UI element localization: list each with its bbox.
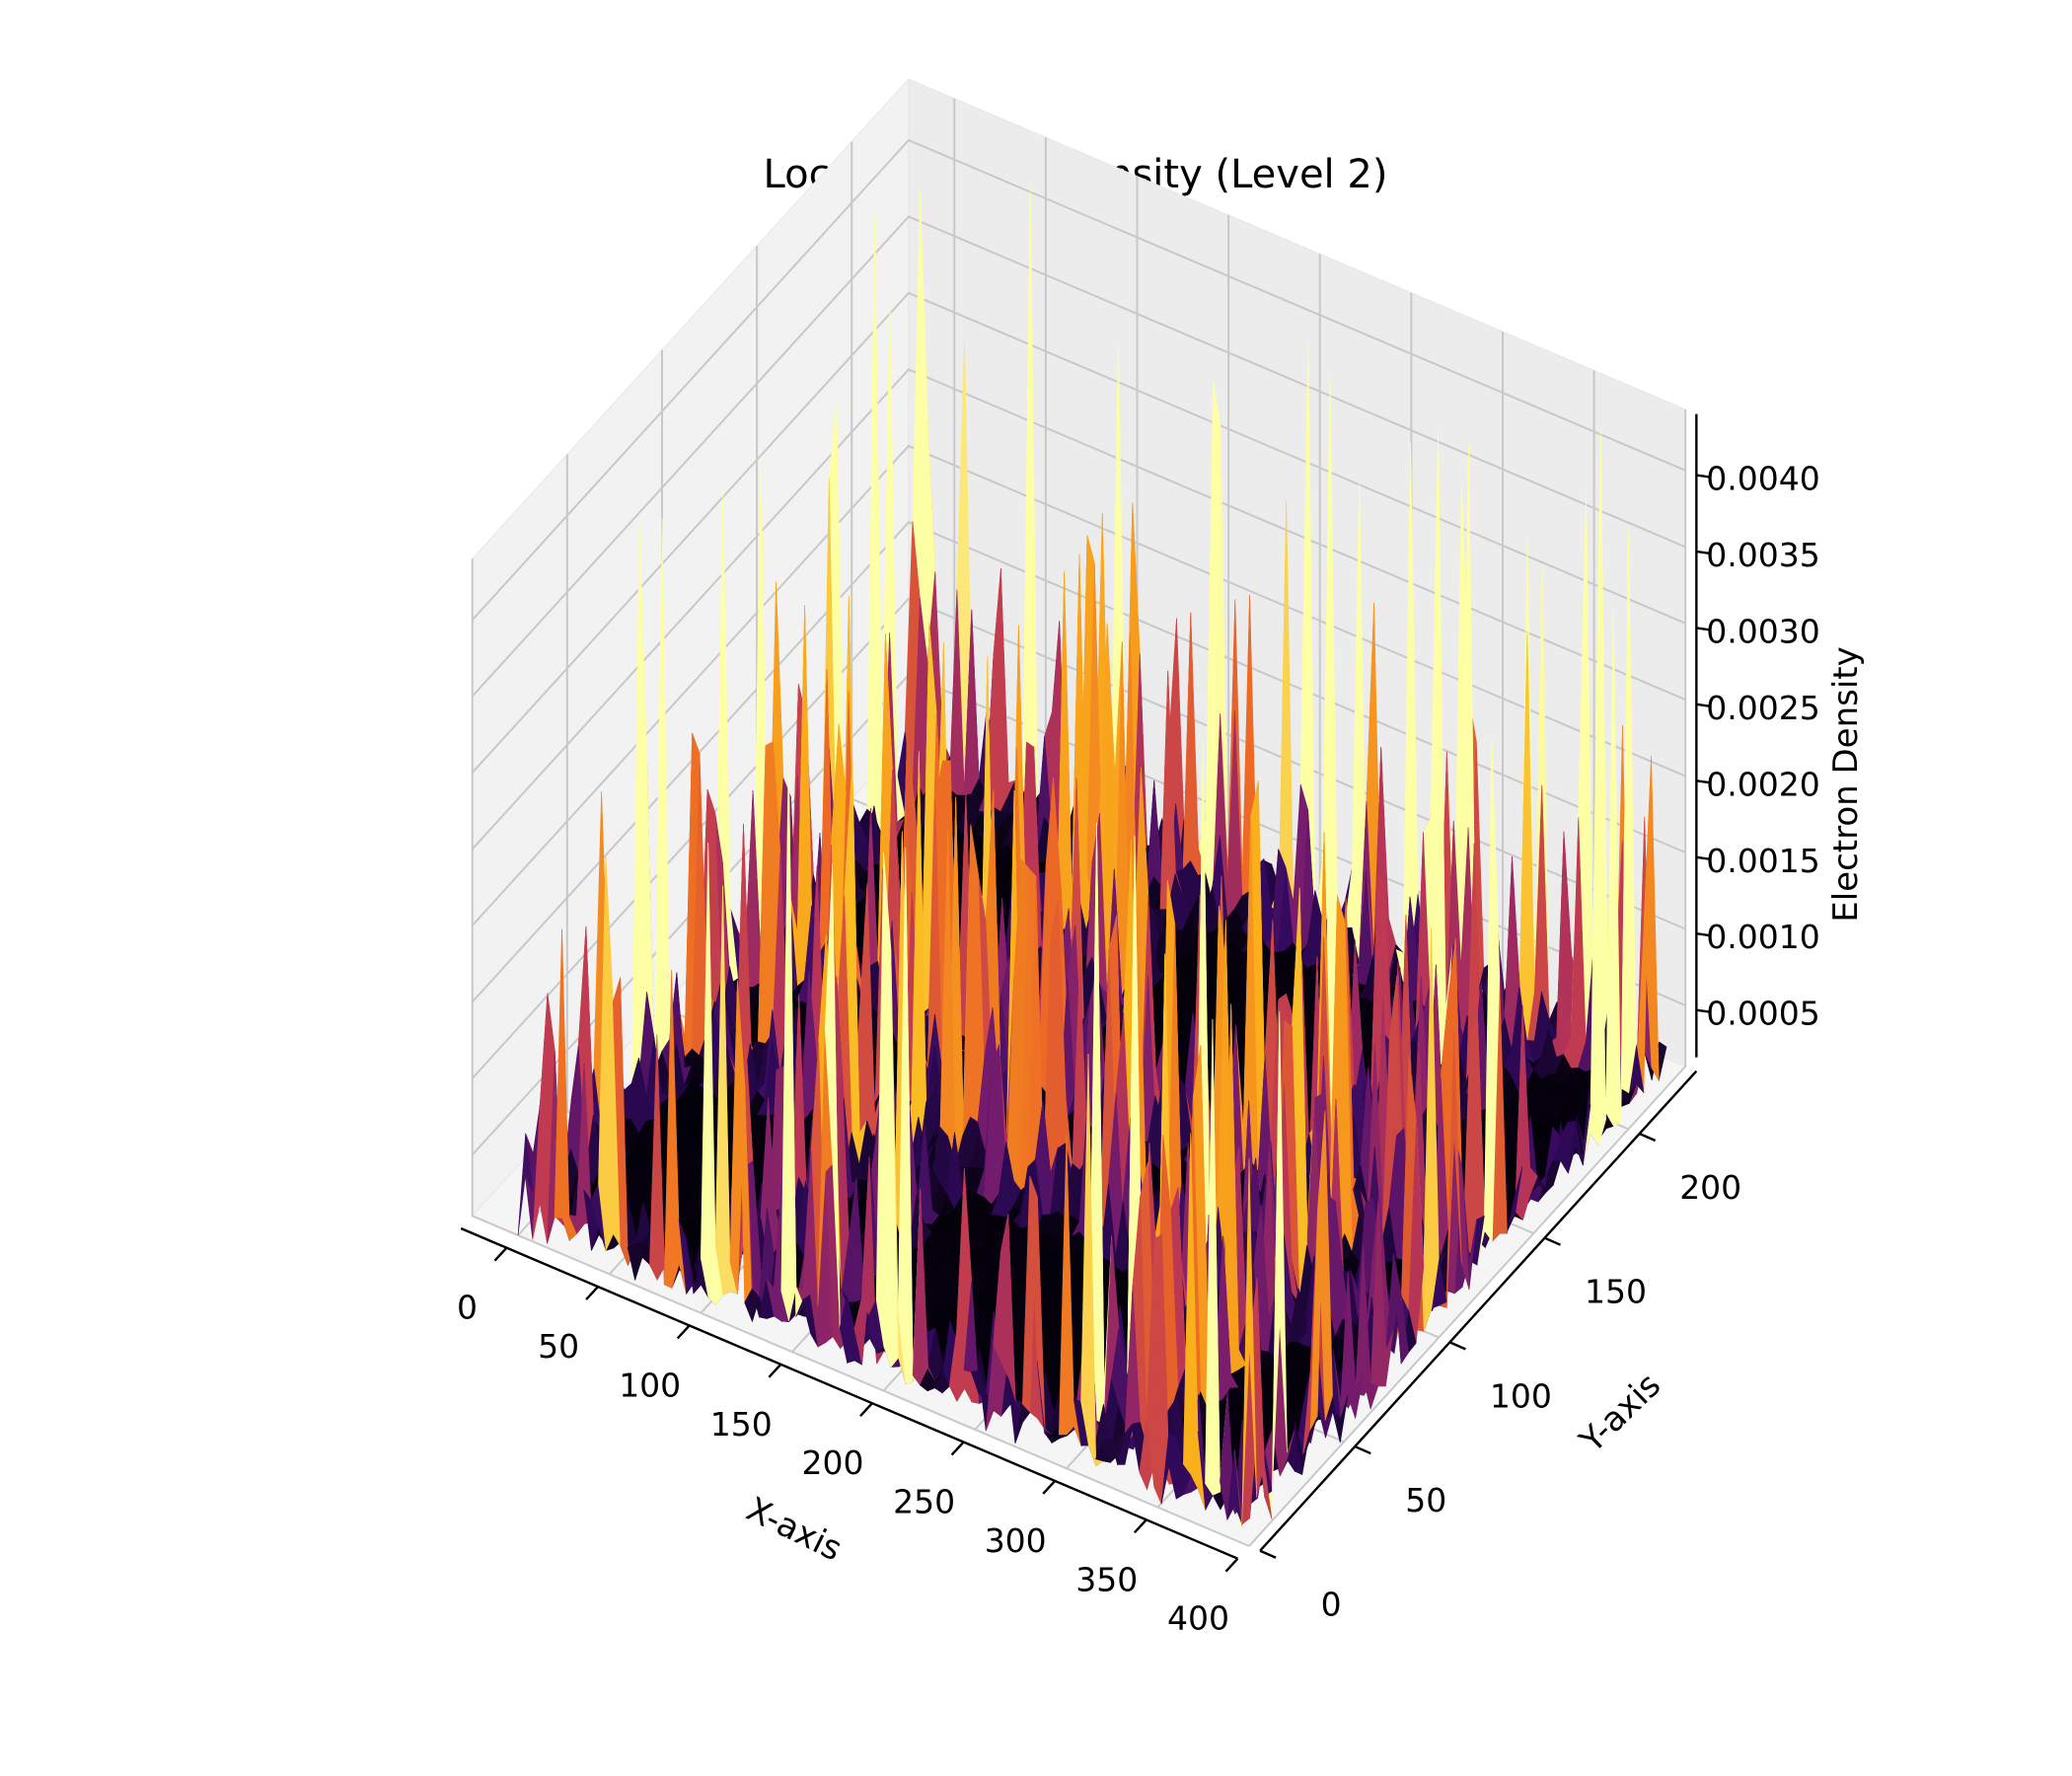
z-gridline bbox=[471, 291, 1686, 774]
z-gridline bbox=[471, 597, 1686, 1079]
y-gridline bbox=[471, 558, 1250, 1547]
z-gridline bbox=[471, 521, 1686, 1003]
x-gridline bbox=[1248, 408, 1687, 1547]
density-surface bbox=[517, 187, 1667, 1526]
z-gridline bbox=[471, 368, 1686, 851]
z-gridline bbox=[471, 138, 1686, 621]
z-gridline bbox=[471, 215, 1686, 698]
z-gridline bbox=[471, 444, 1686, 926]
